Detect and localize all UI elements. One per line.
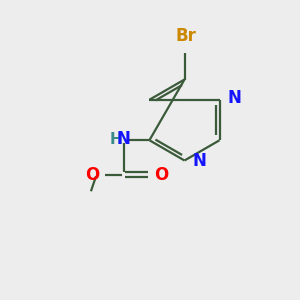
Text: O: O	[154, 166, 168, 184]
Text: Br: Br	[176, 27, 197, 45]
Text: N: N	[117, 130, 131, 148]
Text: N: N	[227, 89, 241, 107]
Text: O: O	[85, 166, 99, 184]
Text: H: H	[109, 132, 122, 147]
Text: N: N	[192, 152, 206, 169]
